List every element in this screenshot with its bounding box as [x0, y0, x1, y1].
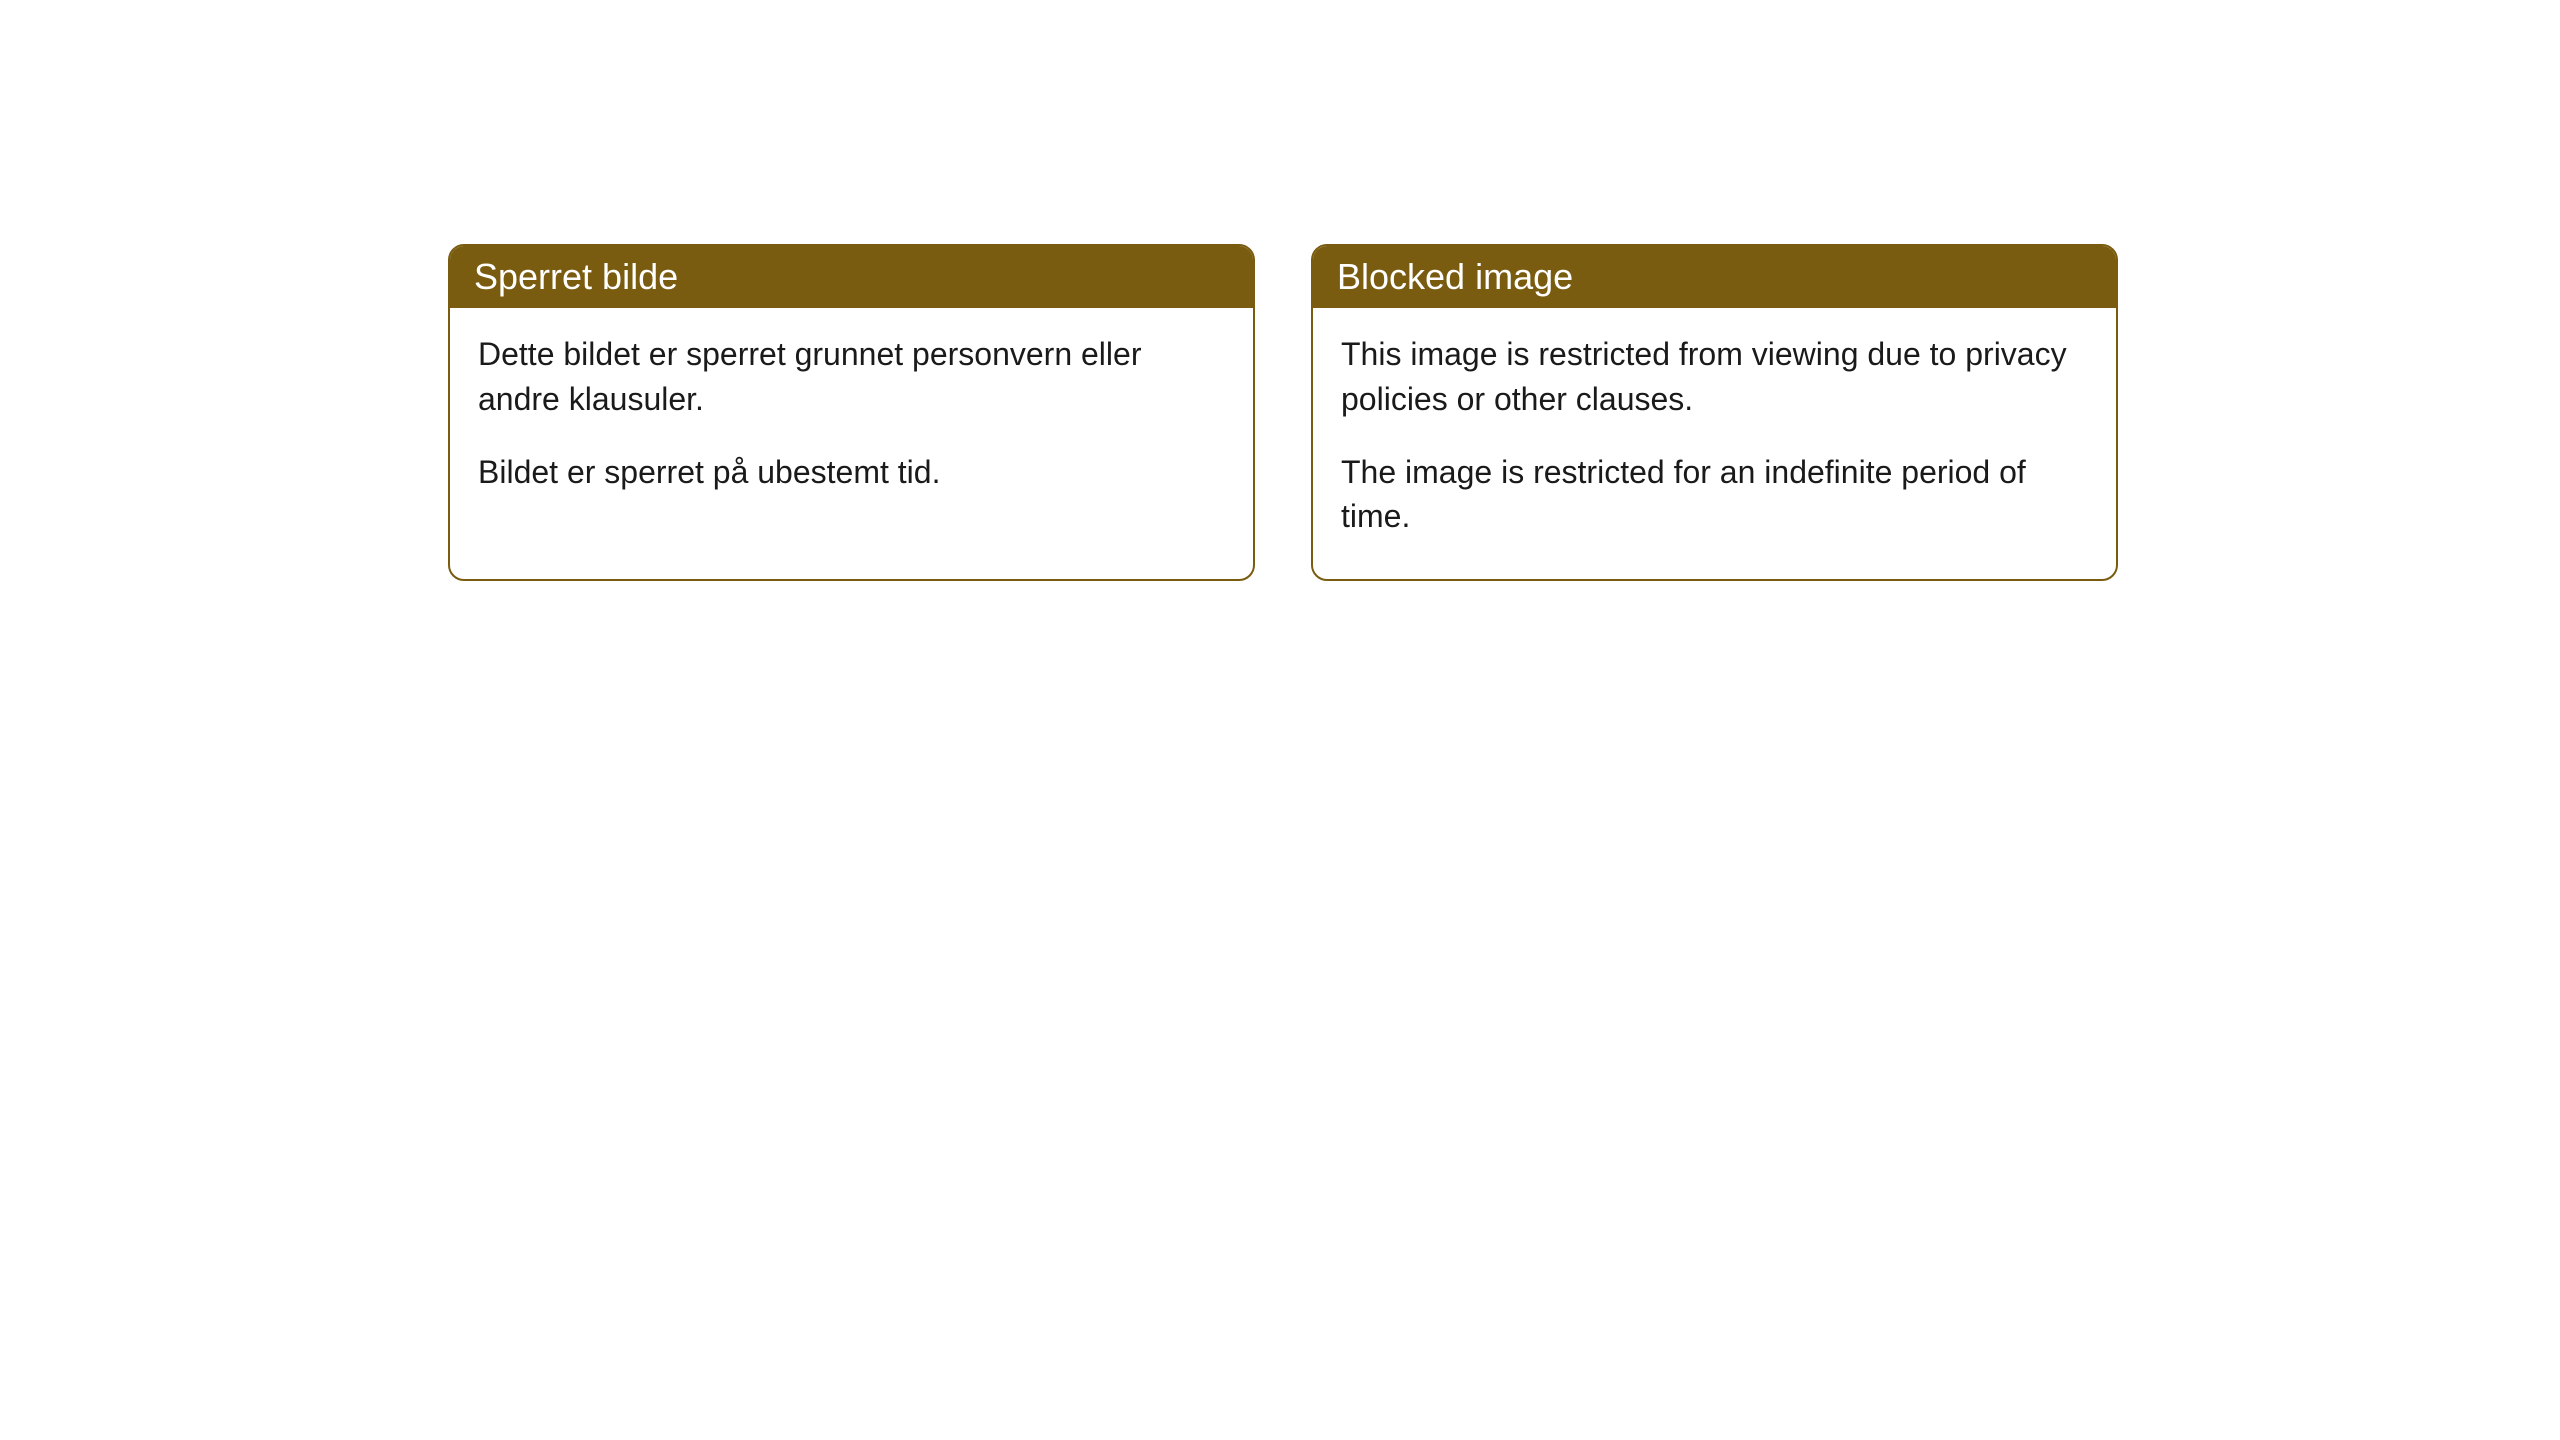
- notice-cards-container: Sperret bilde Dette bildet er sperret gr…: [448, 244, 2560, 581]
- notice-text-2: Bildet er sperret på ubestemt tid.: [478, 450, 1225, 495]
- card-header: Sperret bilde: [450, 246, 1253, 308]
- notice-text-1: This image is restricted from viewing du…: [1341, 332, 2088, 422]
- notice-text-1: Dette bildet er sperret grunnet personve…: [478, 332, 1225, 422]
- notice-text-2: The image is restricted for an indefinit…: [1341, 450, 2088, 540]
- card-body: This image is restricted from viewing du…: [1313, 308, 2116, 579]
- notice-card-norwegian: Sperret bilde Dette bildet er sperret gr…: [448, 244, 1255, 581]
- notice-card-english: Blocked image This image is restricted f…: [1311, 244, 2118, 581]
- card-header: Blocked image: [1313, 246, 2116, 308]
- card-body: Dette bildet er sperret grunnet personve…: [450, 308, 1253, 534]
